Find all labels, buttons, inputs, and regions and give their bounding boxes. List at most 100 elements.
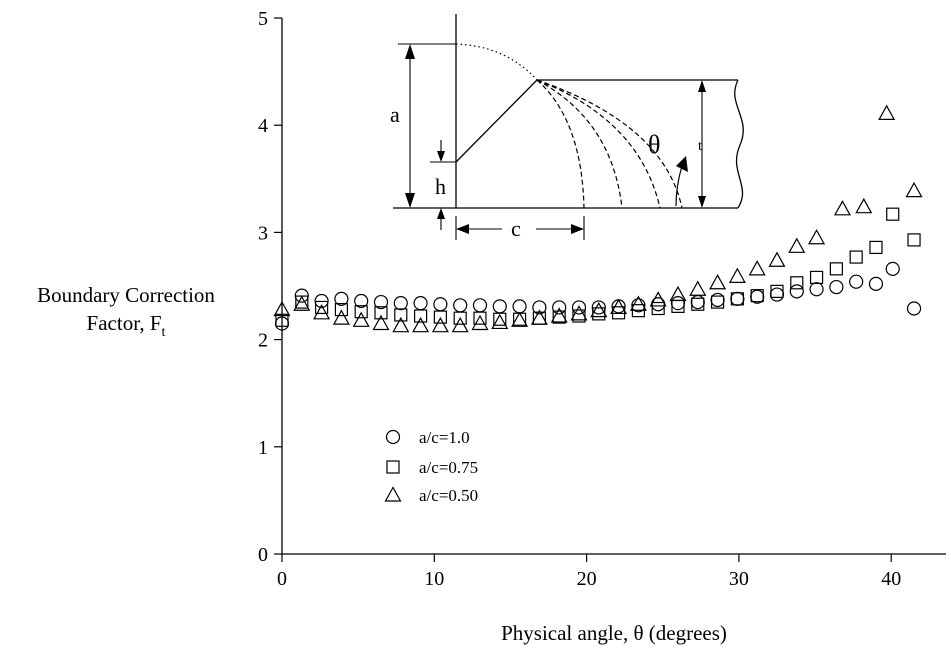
triangle-point	[768, 251, 786, 267]
triangle-point	[491, 313, 509, 330]
square-point	[790, 276, 804, 290]
y-axis-title-line2-text: Factor, F	[87, 311, 162, 335]
inset-c-arrow-right	[571, 224, 584, 234]
inset-a-arrow-up	[405, 44, 415, 59]
square-point	[886, 207, 900, 221]
circle-point	[413, 296, 428, 311]
inset-dashed-front-2	[536, 79, 623, 209]
inset-dashed-front-3	[536, 79, 661, 209]
inset-t-arrow-down	[698, 196, 706, 208]
inset-label-t: t	[698, 139, 702, 154]
circle-point	[512, 299, 527, 314]
triangle-point	[649, 291, 667, 307]
ticks	[274, 17, 892, 562]
square-point	[869, 240, 883, 255]
triangle-point	[709, 274, 727, 290]
circle-point	[571, 300, 587, 315]
circle-point	[453, 298, 468, 313]
axes	[281, 18, 946, 555]
inset-theta-arc	[675, 165, 683, 207]
triangle-point	[471, 314, 489, 331]
triangle-point	[629, 295, 647, 311]
triangle-point	[511, 311, 529, 327]
inset-dotted-arc	[455, 43, 538, 81]
x-tick-label: 20	[577, 568, 597, 590]
inset-dashed-front-4	[536, 79, 683, 209]
inset-break-curve	[734, 79, 744, 209]
inset-crack-diagonal	[455, 79, 538, 163]
square-point	[394, 308, 408, 322]
circle-point	[552, 300, 567, 315]
circle-point	[710, 292, 725, 308]
square-point	[433, 310, 447, 324]
triangle-point	[332, 309, 350, 325]
circle-point	[809, 282, 824, 297]
triangle-point	[530, 309, 548, 325]
circle-point	[906, 301, 922, 316]
triangle-point	[293, 295, 311, 311]
square-point	[651, 301, 665, 316]
triangle-point	[352, 311, 370, 327]
x-tick-label: 30	[729, 568, 749, 590]
y-tick-label: 5	[258, 8, 268, 30]
square-point	[413, 309, 428, 323]
circle-point	[690, 294, 705, 310]
triangle-point	[610, 298, 628, 315]
triangle-point	[372, 314, 390, 331]
series-triangle	[273, 104, 923, 333]
x-tick-label: 10	[424, 568, 444, 590]
circle-point	[393, 296, 408, 311]
circle-point	[373, 294, 389, 310]
circle-point	[868, 276, 884, 291]
circle-point	[849, 274, 864, 289]
y-tick-label: 3	[258, 222, 268, 244]
square-point	[334, 302, 348, 317]
square-point	[671, 299, 685, 313]
inset-t-arrow-up	[698, 80, 706, 92]
square-point	[691, 297, 705, 311]
triangle-point	[590, 301, 608, 318]
inset-theta-arrowhead	[676, 156, 688, 172]
legend-marker-circle	[385, 429, 401, 445]
x-tick-label: 40	[881, 568, 901, 590]
triangle-point	[833, 200, 851, 216]
legend-marker-square	[386, 460, 400, 474]
tick-labels: 0 10 20 30 40 0 1 2 3 4 5	[258, 8, 901, 590]
inset-dashed-front-1	[536, 79, 585, 209]
square-point	[770, 284, 784, 298]
circle-point	[885, 261, 900, 276]
square-point	[354, 305, 368, 319]
inset-h-arrow-down	[437, 151, 445, 162]
square-point	[829, 262, 843, 276]
square-point	[611, 306, 626, 320]
x-tick-label: 0	[277, 568, 287, 590]
triangle-point	[669, 285, 687, 302]
square-point	[552, 310, 566, 324]
square-point	[710, 295, 725, 309]
y-axis-title-line1: Boundary Correction	[37, 283, 215, 307]
triangle-point	[451, 316, 469, 333]
series-square	[275, 207, 921, 327]
circle-point	[492, 299, 507, 314]
circle-point	[532, 300, 547, 315]
y-axis-title-line2: Factor, Ft	[87, 311, 166, 340]
square-point	[374, 306, 388, 320]
square-point	[473, 311, 487, 325]
square-point	[849, 250, 863, 264]
y-tick-label: 0	[258, 544, 268, 566]
data-points	[273, 104, 923, 333]
legend-marker-triangle	[384, 486, 402, 502]
circle-point	[829, 279, 844, 295]
square-point	[750, 289, 764, 303]
circle-point	[670, 296, 686, 311]
circle-point	[730, 291, 745, 306]
triangle-point	[431, 316, 449, 333]
square-point	[314, 300, 329, 315]
triangle-point	[689, 280, 707, 296]
y-tick-label: 1	[258, 437, 268, 459]
triangle-point	[728, 267, 746, 283]
triangle-point	[878, 104, 896, 121]
triangle-point	[905, 181, 923, 198]
inset-a-arrow-down	[405, 193, 415, 208]
triangle-point	[808, 229, 826, 245]
